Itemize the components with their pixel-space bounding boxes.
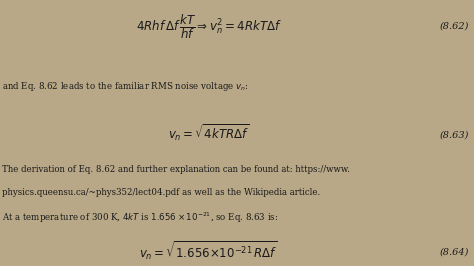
Text: The derivation of Eq. 8.62 and further explanation can be found at: https://www.: The derivation of Eq. 8.62 and further e… bbox=[2, 165, 350, 174]
Text: At a temperature of 300 K, $4kT$ is $1.656 \times 10^{-21}$, so Eq. 8.63 is:: At a temperature of 300 K, $4kT$ is $1.6… bbox=[2, 210, 279, 225]
Text: $v_n = \sqrt{4kTR\Delta f}$: $v_n = \sqrt{4kTR\Delta f}$ bbox=[168, 122, 249, 143]
Text: physics.queensu.ca/~phys352/lect04.pdf as well as the Wikipedia article.: physics.queensu.ca/~phys352/lect04.pdf a… bbox=[2, 188, 320, 197]
Text: (8.63): (8.63) bbox=[440, 130, 469, 139]
Text: (8.62): (8.62) bbox=[440, 21, 469, 30]
Text: $4Rhf\,\Delta f\,\dfrac{kT}{hf} \Rightarrow v_n^2 = 4RkT\Delta f$: $4Rhf\,\Delta f\,\dfrac{kT}{hf} \Rightar… bbox=[136, 13, 282, 41]
Text: (8.64): (8.64) bbox=[440, 247, 469, 256]
Text: $v_n = \sqrt{1.656{\times}10^{-21}\,R\Delta f}$: $v_n = \sqrt{1.656{\times}10^{-21}\,R\De… bbox=[139, 239, 278, 262]
Text: and Eq. 8.62 leads to the familiar RMS noise voltage $v_n$:: and Eq. 8.62 leads to the familiar RMS n… bbox=[2, 80, 249, 93]
